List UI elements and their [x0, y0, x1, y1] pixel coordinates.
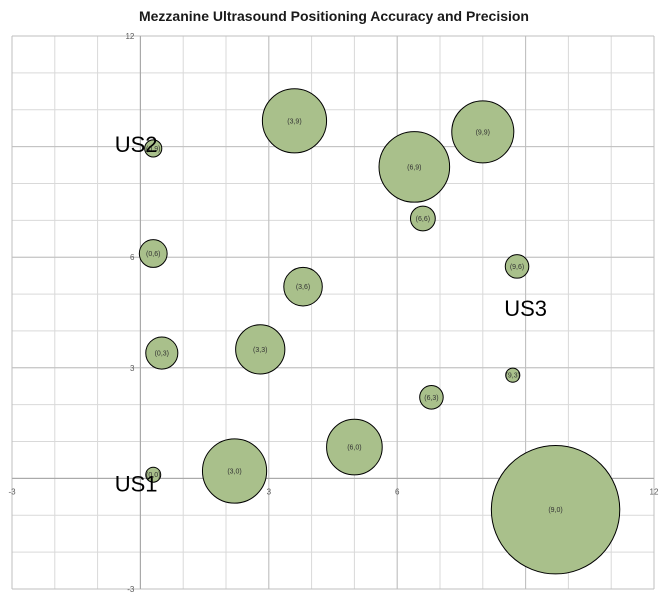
- bubble: [145, 466, 162, 483]
- bubble: [451, 100, 515, 164]
- bubble-label: (3,6): [296, 284, 310, 291]
- y-tick-label: -3: [127, 585, 135, 594]
- bubble: [201, 438, 268, 504]
- bubble: [283, 266, 323, 307]
- y-tick-label: 3: [130, 364, 135, 373]
- bubble-label: (9,9): [476, 129, 490, 136]
- bubble: [235, 324, 286, 375]
- bubble: [490, 445, 621, 575]
- bubble: [138, 239, 168, 268]
- x-tick-label: -3: [8, 487, 16, 496]
- bubble: [504, 254, 530, 279]
- bubble-label: (0,0): [146, 472, 160, 479]
- bubble-label: (9,3): [506, 373, 520, 380]
- bubble-label: (9,6): [510, 264, 524, 271]
- bubble-label: (3,3): [253, 347, 267, 354]
- y-tick-label: 6: [130, 253, 135, 262]
- bubble-label: (6,3): [424, 395, 438, 402]
- bubble-label: (3,0): [227, 469, 241, 476]
- bubble: [145, 336, 179, 370]
- bubble-label: (0,3): [155, 351, 169, 358]
- bubble: [409, 205, 436, 232]
- annotation-label: US2: [115, 132, 158, 157]
- annotation-label: US1: [115, 471, 158, 496]
- bubble: [261, 88, 328, 154]
- bubble-label: (0,9): [146, 146, 160, 153]
- bubble-label: (6,9): [407, 164, 421, 171]
- bubble-label: (9,0): [548, 507, 562, 514]
- bubble: [505, 367, 521, 383]
- bubble-label: (0,6): [146, 251, 160, 258]
- x-tick-label: 6: [395, 487, 400, 496]
- y-tick-label: 12: [125, 32, 134, 41]
- bubble: [378, 131, 451, 203]
- bubble-label: (6,6): [416, 216, 430, 223]
- bubble: [326, 418, 383, 476]
- bubble-label: (3,9): [287, 118, 301, 125]
- bubble: [144, 139, 163, 158]
- bubble-label: (6,0): [347, 445, 361, 452]
- x-tick-label: 3: [267, 487, 272, 496]
- chart-title: Mezzanine Ultrasound Positioning Accurac…: [138, 8, 529, 24]
- annotation-label: US3: [504, 296, 547, 321]
- bubble: [419, 385, 444, 410]
- x-tick-label: 12: [650, 487, 659, 496]
